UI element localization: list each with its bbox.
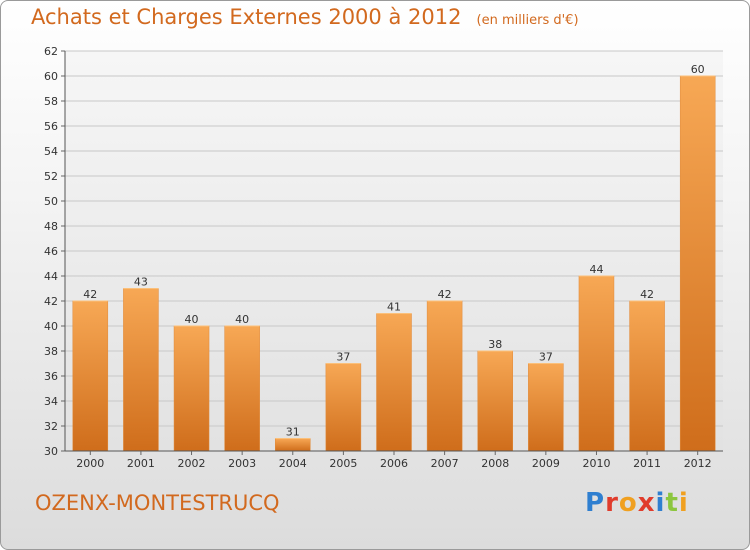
data-label: 31 — [286, 426, 300, 439]
data-label: 40 — [185, 313, 199, 326]
y-tick-label: 52 — [44, 170, 58, 183]
data-label: 42 — [83, 288, 97, 301]
y-tick-label: 46 — [44, 245, 58, 258]
data-label: 37 — [336, 351, 350, 364]
x-tick-label: 2009 — [532, 457, 560, 470]
x-tick-label: 2001 — [127, 457, 155, 470]
x-tick-label: 2006 — [380, 457, 408, 470]
x-tick-label: 2004 — [279, 457, 307, 470]
y-tick-label: 30 — [44, 445, 58, 458]
chart-subtitle: (en milliers d'€) — [476, 13, 579, 28]
y-tick-label: 50 — [44, 195, 58, 208]
bar-2002 — [173, 325, 210, 452]
y-tick-label: 54 — [44, 145, 58, 158]
y-tick-label: 36 — [44, 370, 58, 383]
x-tick-label: 2005 — [329, 457, 357, 470]
x-tick-label: 2011 — [633, 457, 661, 470]
data-label: 40 — [235, 313, 249, 326]
bar-2004 — [275, 438, 311, 452]
bar-2012 — [679, 75, 716, 452]
data-label: 42 — [438, 288, 452, 301]
data-label: 60 — [691, 63, 705, 76]
data-label: 42 — [640, 288, 654, 301]
x-tick-label: 2002 — [178, 457, 206, 470]
y-tick-label: 62 — [44, 45, 58, 58]
y-tick-label: 34 — [44, 395, 58, 408]
bar-2000 — [72, 300, 109, 452]
bar-2011 — [629, 300, 665, 452]
commune-name: OZENX-MONTESTRUCQ — [35, 491, 280, 515]
chart-title: Achats et Charges Externes 2000 à 2012 — [31, 5, 462, 29]
bar-2003 — [224, 325, 260, 452]
data-label: 41 — [387, 301, 401, 314]
x-tick-label: 2010 — [582, 457, 610, 470]
y-tick-label: 44 — [44, 270, 58, 283]
proxiti-logo: Proxiti — [585, 488, 689, 518]
bar-2006 — [376, 313, 412, 452]
x-tick-label: 2007 — [431, 457, 459, 470]
bar-2001 — [123, 288, 159, 452]
y-tick-label: 58 — [44, 95, 58, 108]
bar-2007 — [426, 300, 463, 452]
data-label: 44 — [589, 263, 603, 276]
y-tick-label: 56 — [44, 120, 58, 133]
y-tick-label: 38 — [44, 345, 58, 358]
title-row: Achats et Charges Externes 2000 à 2012 (… — [31, 5, 579, 29]
y-tick-label: 60 — [44, 70, 58, 83]
x-tick-label: 2012 — [684, 457, 712, 470]
y-tick-label: 32 — [44, 420, 58, 433]
y-tick-label: 42 — [44, 295, 58, 308]
x-tick-label: 2003 — [228, 457, 256, 470]
data-label: 43 — [134, 276, 148, 289]
data-label: 38 — [488, 338, 502, 351]
y-tick-label: 40 — [44, 320, 58, 333]
bar-2005 — [325, 363, 362, 452]
data-label: 37 — [539, 351, 553, 364]
bar-2009 — [528, 363, 564, 452]
bar-2010 — [578, 275, 615, 452]
x-tick-label: 2008 — [481, 457, 509, 470]
y-tick-label: 48 — [44, 220, 58, 233]
bar-2008 — [477, 350, 513, 452]
x-tick-label: 2000 — [76, 457, 104, 470]
